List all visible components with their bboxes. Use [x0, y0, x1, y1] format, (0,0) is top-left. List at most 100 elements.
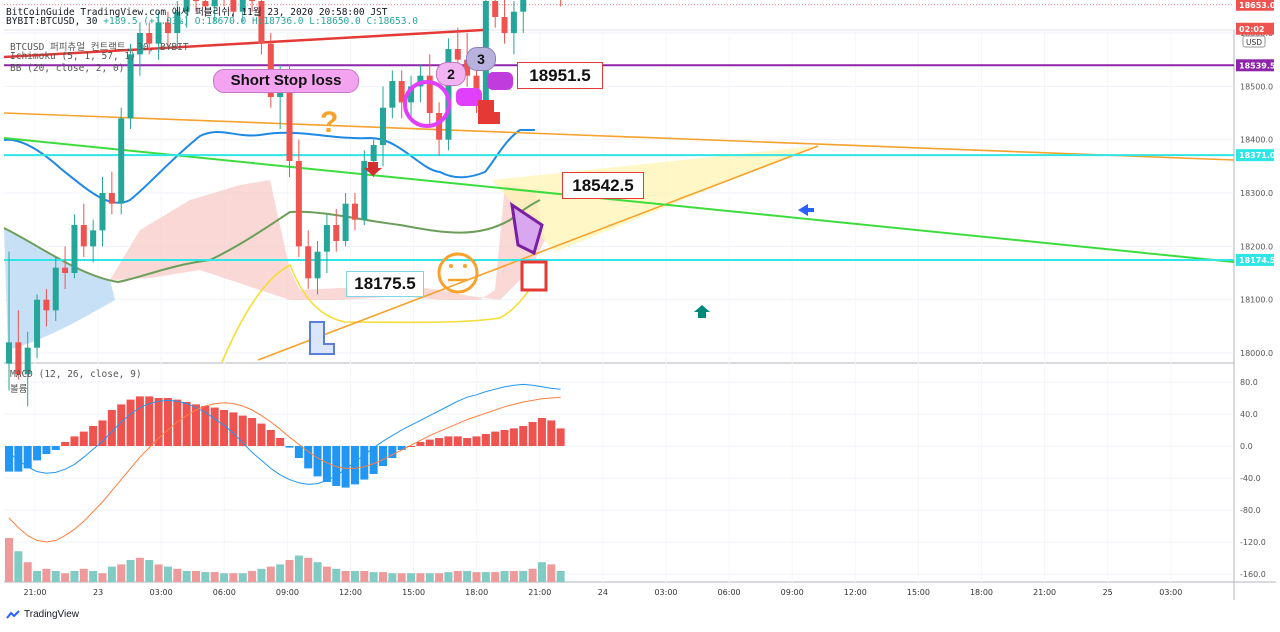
time-tick-label: 24: [598, 588, 608, 597]
macd-histogram-bar: [304, 446, 313, 469]
level-badge: [1236, 0, 1274, 11]
volume-bar: [444, 572, 453, 582]
dizzy-face-icon: [403, 80, 451, 128]
level-badge: [1236, 59, 1274, 72]
candle-body: [239, 0, 246, 12]
candle-body: [351, 203, 358, 220]
macd-tick-label: -80.0: [1240, 506, 1261, 515]
macd-histogram-bar: [425, 439, 434, 446]
macd-histogram-bar: [481, 434, 490, 446]
volume-bar: [229, 573, 238, 582]
macd-histogram-bar: [42, 446, 51, 454]
footer: TradingView: [6, 609, 79, 620]
macd-histogram-bar: [89, 426, 98, 446]
volume-bar: [266, 566, 275, 582]
legend-bb[interactable]: BB (20, close, 2, 0): [10, 63, 125, 74]
candle-body: [6, 342, 12, 364]
candle-body: [183, 0, 190, 12]
legend-main[interactable]: BTCUSD 퍼피츄얼 컨트랙트, 30, BYBIT: [10, 42, 189, 53]
volume-bar: [341, 571, 350, 582]
macd-histogram-bar: [98, 420, 107, 446]
macd-histogram-bar: [145, 396, 154, 446]
cat-icon: [456, 88, 482, 106]
candle-body: [118, 118, 125, 204]
candle-body: [164, 22, 171, 34]
level-badge-label: 18539.5: [1239, 61, 1276, 70]
orange-ascending-line: [257, 145, 819, 361]
candle-body: [34, 299, 41, 348]
macd-histogram-bar: [107, 410, 116, 446]
neutral-face-icon: [437, 252, 479, 294]
macd-tick-label: 40.0: [1240, 410, 1258, 419]
candle-body: [136, 33, 143, 55]
legend-volume[interactable]: 볼륨: [10, 384, 28, 395]
level-badge: [1236, 22, 1274, 35]
legend-ichimoku[interactable]: Ichimoku (5, 1, 57, 1): [10, 51, 136, 62]
volume-bar: [528, 568, 537, 582]
symbol-text: BYBIT:BTCUSD, 30: [6, 16, 98, 27]
volume-bar: [350, 571, 359, 582]
macd-histogram-bar: [444, 436, 453, 446]
macd-histogram-bar: [229, 412, 238, 446]
macd-histogram-bar: [70, 436, 79, 446]
volume-bar: [14, 551, 23, 582]
macd-histogram-bar: [173, 399, 182, 446]
candle-body: [155, 22, 162, 44]
candle-body: [333, 225, 340, 242]
volume-bar: [556, 571, 565, 582]
ohlc-header: BYBIT:BTCUSD, 30 +189.5 (+1.03%) O:18670…: [6, 16, 418, 27]
candle-body: [15, 342, 22, 375]
green-trendline: [3, 137, 1235, 263]
volume-bar: [42, 568, 51, 582]
volume-bar: [453, 571, 462, 582]
level-badge-label: 18174.5: [1239, 256, 1276, 265]
time-tick-label: 15:00: [907, 588, 930, 597]
volume-bar: [435, 573, 444, 582]
macd-histogram-bar: [379, 446, 387, 466]
time-tick-label: 21:00: [1033, 588, 1056, 597]
macd-histogram-bar: [360, 446, 369, 480]
volume-bar: [210, 572, 219, 582]
macd-histogram-bar: [182, 402, 191, 446]
volume-bar: [61, 573, 70, 582]
macd-tick-label: -120.0: [1240, 538, 1266, 547]
volume-bar: [500, 571, 509, 582]
time-tick-label: 12:00: [339, 588, 362, 597]
macd-line: [8, 383, 561, 485]
candle-body: [464, 59, 471, 76]
orange-descending-line: [3, 112, 1235, 161]
candle-body: [380, 107, 386, 146]
macd-histogram-bar: [135, 396, 144, 446]
candle-body: [80, 225, 87, 247]
volume-bar: [220, 573, 229, 582]
volume-bar: [276, 564, 285, 582]
bollinger-lower: [221, 263, 536, 363]
signal-line: [8, 396, 561, 543]
macd-tick-label: 0.0: [1240, 442, 1253, 451]
macd-histogram-bar: [350, 446, 359, 485]
candle-body: [389, 81, 396, 108]
time-tick-label: 03:00: [654, 588, 677, 597]
macd-histogram-bar: [248, 418, 257, 446]
change-text: +189.5 (+1.03%): [103, 16, 190, 27]
volume-bar: [51, 571, 60, 582]
volume-bar: [154, 564, 163, 582]
candle-body: [520, 0, 527, 12]
price-label-18542: 18542.5: [562, 172, 644, 199]
macd-tick-label: -40.0: [1240, 474, 1261, 483]
macd-histogram-bar: [322, 446, 331, 482]
candle-body: [24, 347, 31, 375]
macd-histogram-bar: [537, 418, 546, 446]
volume-bar: [135, 557, 144, 582]
legend-macd[interactable]: MACD (12, 26, close, 9): [10, 369, 142, 380]
macd-histogram-bar: [528, 422, 537, 446]
close-text: C:18653.0: [366, 16, 418, 27]
volume-bar: [332, 568, 341, 582]
macd-histogram-bar: [210, 407, 219, 446]
level-badge: [1236, 253, 1274, 266]
time-tick-label: 18:00: [970, 588, 993, 597]
volume-bar: [369, 572, 378, 582]
candle-body: [258, 1, 265, 44]
cat-icon: [487, 72, 513, 90]
